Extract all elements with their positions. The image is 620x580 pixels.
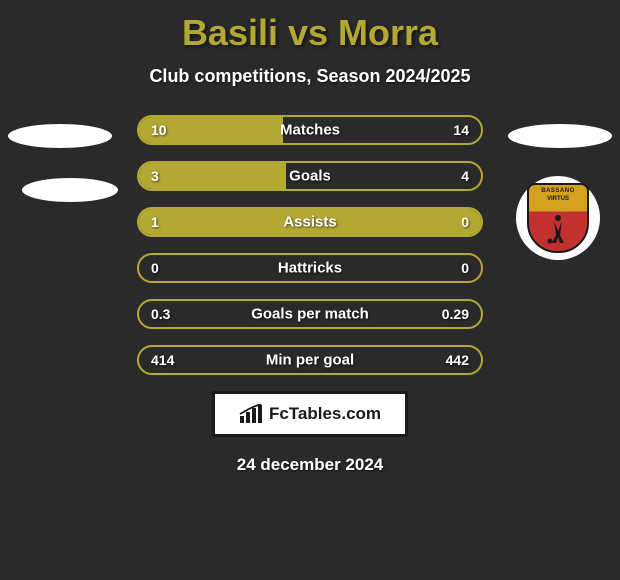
stat-label: Goals [289, 168, 331, 185]
fctables-badge: FcTables.com [212, 391, 408, 437]
club-badge-player-icon [546, 213, 570, 245]
stat-value-left: 3 [151, 168, 159, 184]
stat-label: Matches [280, 122, 340, 139]
stat-value-right: 0.29 [442, 306, 469, 322]
stat-value-right: 4 [461, 168, 469, 184]
fctables-chart-icon [239, 404, 263, 424]
stat-value-left: 0 [151, 260, 159, 276]
stat-label: Min per goal [266, 352, 354, 369]
player-left-ellipse-1 [8, 124, 112, 148]
stat-value-right: 0 [461, 214, 469, 230]
stat-fill-left [139, 163, 286, 189]
stat-label: Goals per match [251, 306, 369, 323]
stat-value-right: 0 [461, 260, 469, 276]
club-badge-shield: BASSANO VIRTUS [527, 183, 589, 253]
club-badge-text-top: BASSANO [529, 188, 587, 194]
club-badge-text-mid: VIRTUS [529, 196, 587, 202]
stat-row: 0 Hattricks 0 [137, 253, 483, 283]
page-subtitle: Club competitions, Season 2024/2025 [0, 66, 620, 87]
stat-row: 10 Matches 14 [137, 115, 483, 145]
stat-value-left: 0.3 [151, 306, 170, 322]
player-right-ellipse [508, 124, 612, 148]
club-badge-inner: BASSANO VIRTUS [527, 183, 589, 253]
stat-value-left: 10 [151, 122, 167, 138]
stat-row: 0.3 Goals per match 0.29 [137, 299, 483, 329]
stat-label: Hattricks [278, 260, 342, 277]
stat-row: 414 Min per goal 442 [137, 345, 483, 375]
club-badge: BASSANO VIRTUS [516, 176, 600, 260]
date-text: 24 december 2024 [0, 455, 620, 475]
stat-value-right: 14 [453, 122, 469, 138]
stat-row: 1 Assists 0 [137, 207, 483, 237]
stat-value-right: 442 [446, 352, 469, 368]
stat-value-left: 414 [151, 352, 174, 368]
page-title: Basili vs Morra [0, 0, 620, 54]
fctables-text: FcTables.com [269, 404, 381, 424]
stat-value-left: 1 [151, 214, 159, 230]
stat-label: Assists [283, 214, 336, 231]
player-left-ellipse-2 [22, 178, 118, 202]
stat-row: 3 Goals 4 [137, 161, 483, 191]
stats-container: 10 Matches 14 3 Goals 4 1 Assists 0 0 Hattricks 0 0.… [137, 115, 483, 375]
